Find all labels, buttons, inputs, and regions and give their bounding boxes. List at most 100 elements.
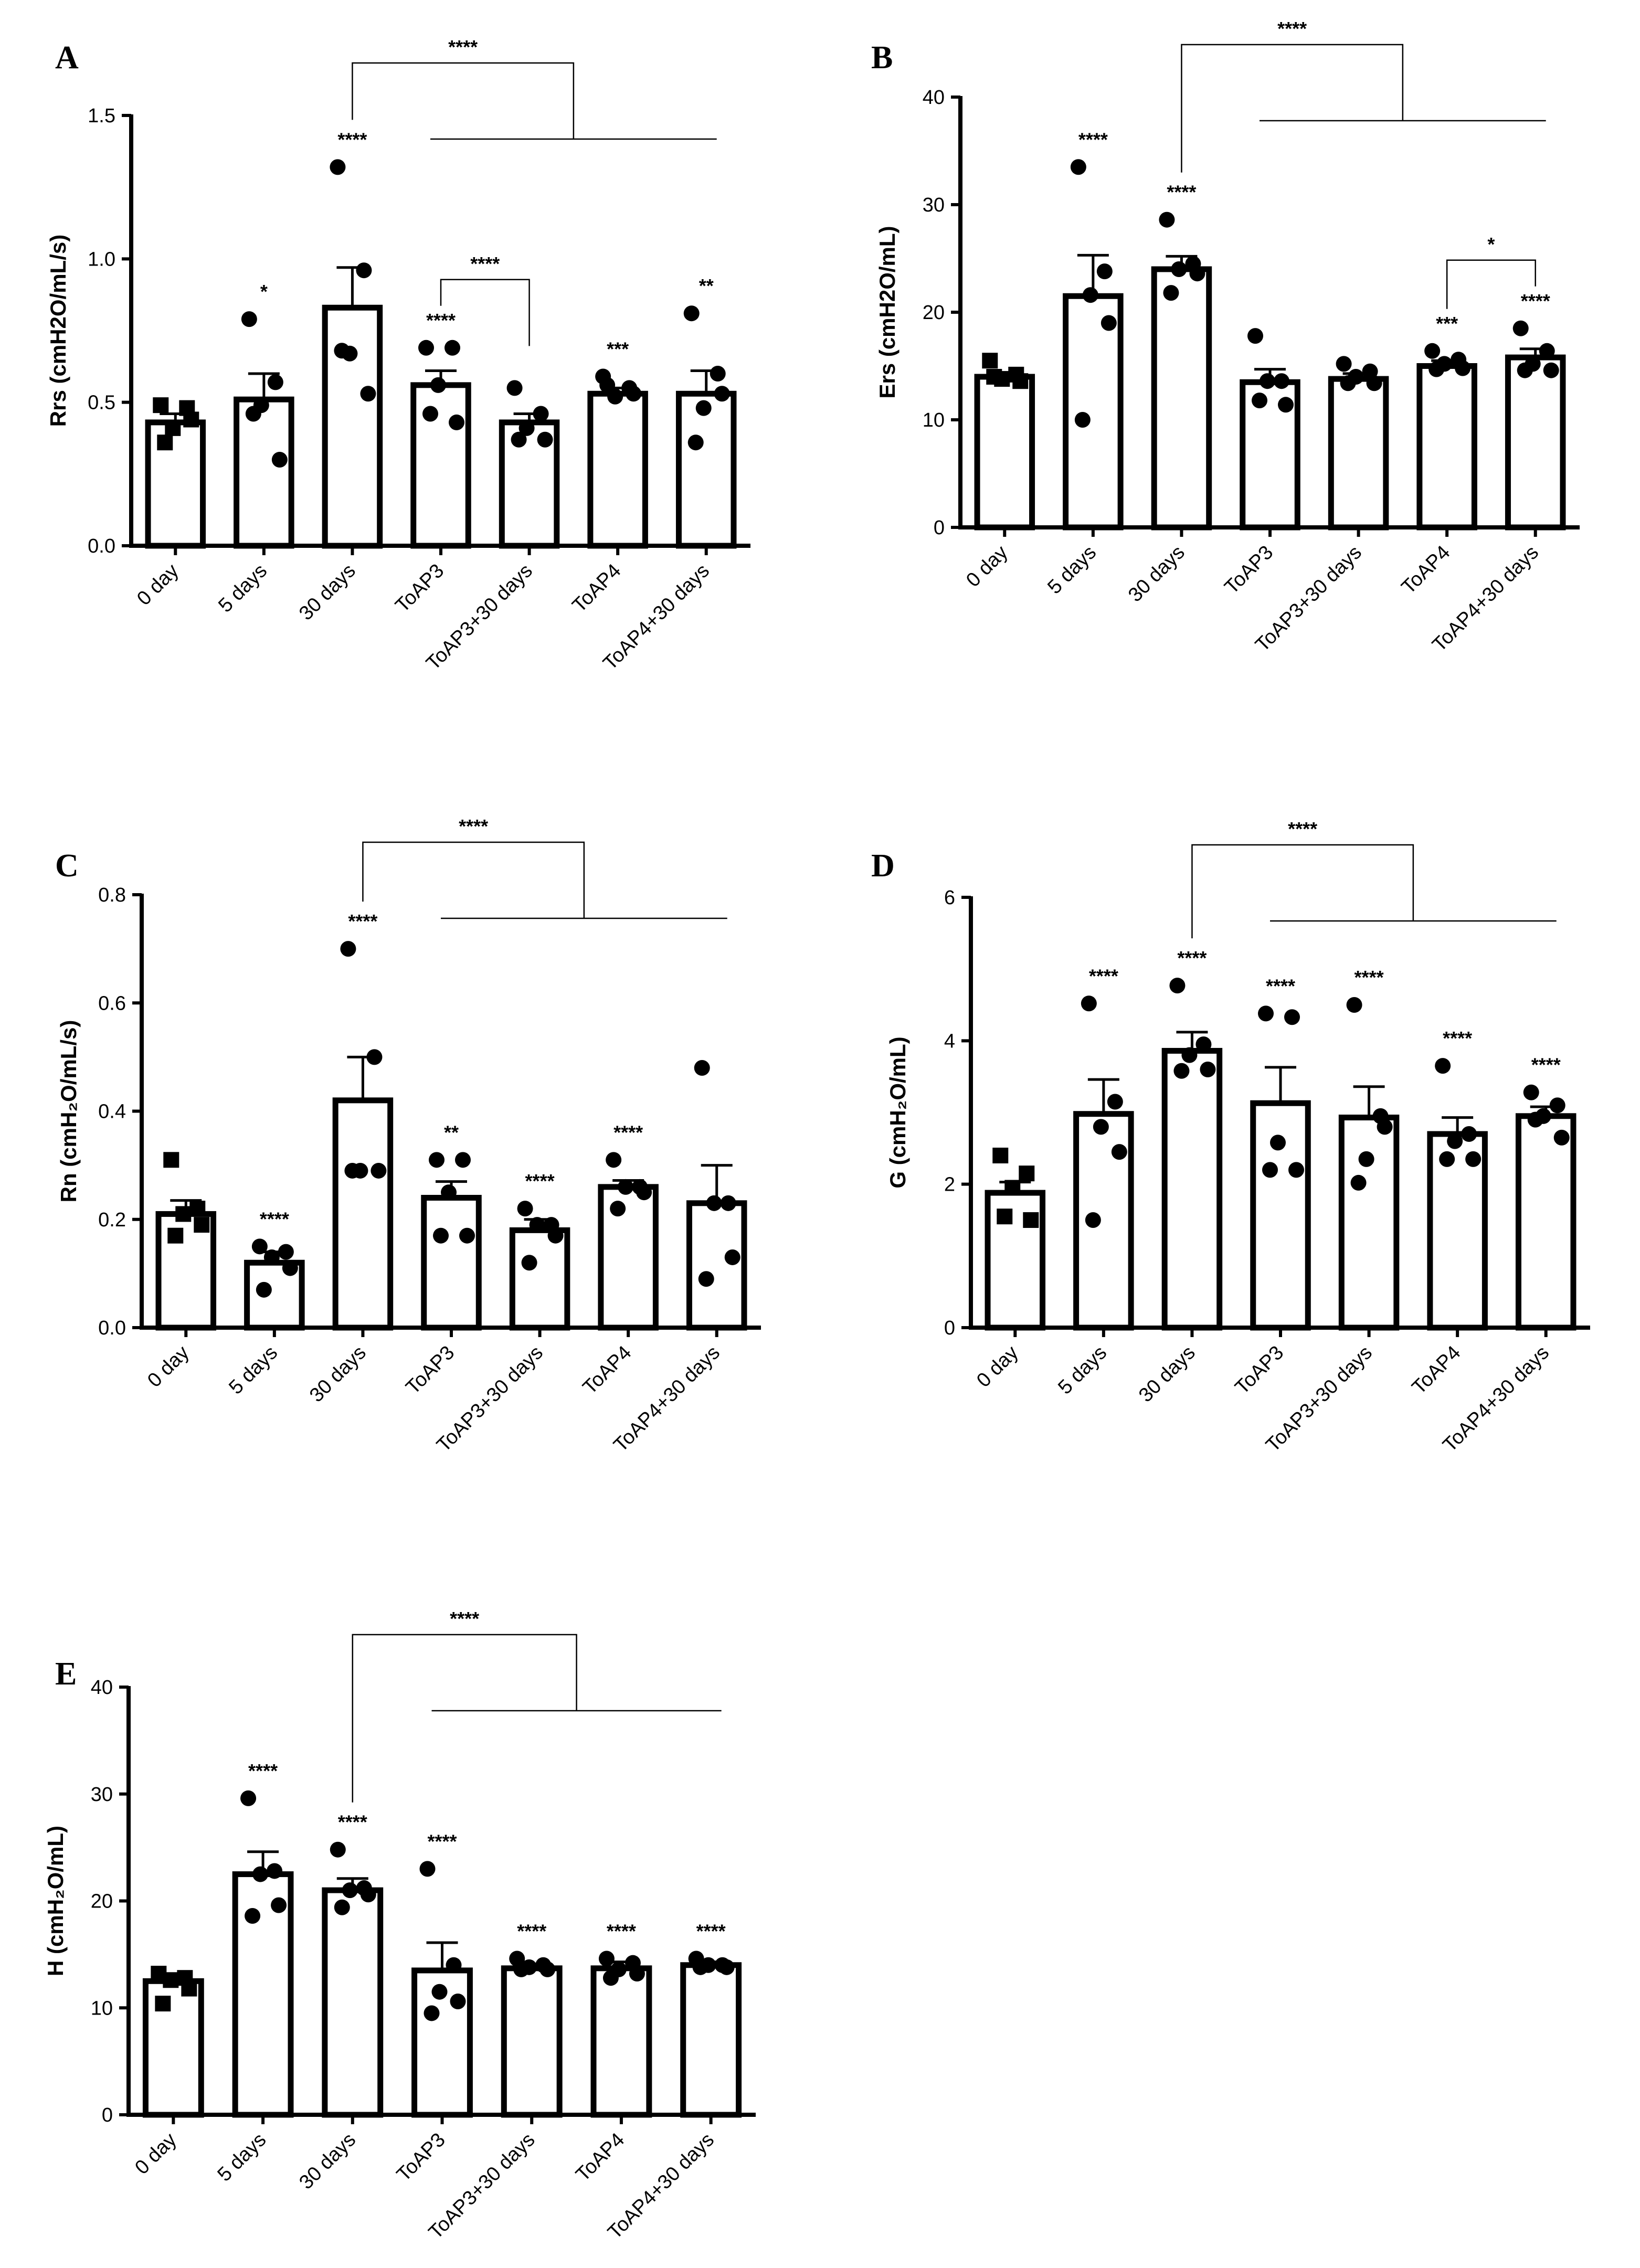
data-point	[1336, 356, 1352, 372]
data-point	[163, 1972, 179, 1988]
data-point	[419, 1861, 436, 1877]
bracket-label: ****	[1288, 818, 1317, 840]
bar	[1515, 1113, 1576, 1331]
data-point	[1173, 1063, 1190, 1079]
data-point	[1085, 1212, 1101, 1228]
data-point	[431, 1984, 448, 2000]
data-point	[1455, 360, 1471, 376]
significance-label: ****	[248, 1760, 278, 1782]
data-point	[429, 1152, 445, 1168]
data-point	[181, 1980, 197, 1997]
comparison-bracket	[440, 279, 530, 346]
data-point	[602, 1970, 619, 1986]
bar	[1505, 354, 1566, 531]
bar	[322, 1887, 384, 2118]
bar	[145, 419, 206, 549]
x-tick-label: ToAP3	[393, 2129, 450, 2186]
data-point	[1070, 159, 1086, 175]
x-tick-label: 30 days	[1135, 1342, 1200, 1407]
data-point	[1340, 375, 1356, 391]
bar	[1063, 293, 1124, 531]
comparison-bracket	[362, 841, 585, 918]
data-point	[360, 1887, 376, 1903]
y-tick-label: 20	[923, 302, 945, 324]
y-tick-label: 30	[91, 1784, 113, 1806]
data-point	[330, 1841, 346, 1858]
y-tick-label: 40	[923, 87, 945, 109]
data-point	[513, 1961, 530, 1977]
data-point	[1377, 1119, 1393, 1135]
data-point	[997, 1209, 1013, 1225]
data-point	[1258, 1005, 1274, 1022]
data-point	[194, 1217, 210, 1233]
x-tick-label: 5 days	[214, 560, 271, 617]
significance-label: ****	[525, 1170, 555, 1192]
data-point	[695, 400, 712, 416]
bar	[686, 1200, 747, 1331]
significance-label: ****	[348, 910, 377, 932]
data-point	[165, 420, 181, 436]
significance-label: ***	[607, 338, 629, 359]
data-point	[334, 343, 350, 359]
bracket-label: *	[1487, 234, 1495, 255]
data-point	[271, 452, 288, 468]
significance-label: ***	[1436, 313, 1458, 334]
y-tick-label: 1.0	[88, 248, 115, 270]
data-point	[539, 1961, 556, 1977]
data-point	[1004, 1180, 1021, 1196]
bracket-label: ****	[450, 1608, 479, 1629]
x-tick-label: 30 days	[295, 560, 360, 625]
data-point	[1523, 1084, 1539, 1100]
data-point	[599, 377, 616, 393]
y-axis-title: H (cmH₂O/mL)	[43, 1826, 68, 1976]
data-point	[455, 1152, 471, 1168]
data-point	[598, 1951, 615, 1967]
significance-label: ****	[517, 1921, 546, 1942]
data-point	[422, 406, 438, 422]
significance-label: **	[444, 1121, 459, 1143]
data-point	[986, 369, 1002, 385]
data-point	[344, 1162, 361, 1179]
data-point	[1358, 1151, 1374, 1167]
data-point	[155, 1996, 171, 2012]
bracket-label: ****	[448, 36, 478, 58]
x-tick-label: 5 days	[214, 2129, 271, 2186]
data-point	[687, 434, 704, 451]
data-point	[1163, 285, 1179, 301]
bracket-label: ****	[1277, 18, 1307, 39]
data-point	[607, 388, 623, 405]
data-point	[1284, 1009, 1300, 1025]
panel-letter: D	[871, 848, 895, 884]
y-tick-label: 0.5	[88, 392, 115, 414]
data-point	[1159, 211, 1175, 228]
bar	[501, 1965, 563, 2118]
y-tick-label: 0.2	[98, 1209, 126, 1231]
bar	[332, 1097, 394, 1331]
bar	[410, 382, 471, 549]
data-point	[366, 1049, 383, 1065]
y-tick-label: 0	[934, 517, 945, 539]
data-point	[241, 311, 257, 327]
panel-letter: E	[55, 1656, 77, 1692]
data-point	[698, 1271, 714, 1287]
significance-label: ****	[1521, 290, 1550, 312]
data-point	[267, 1863, 283, 1879]
data-point	[1093, 1119, 1109, 1135]
y-tick-label: 0	[944, 1317, 955, 1339]
data-point	[433, 1227, 449, 1244]
y-tick-label: 0.0	[88, 535, 115, 557]
data-point	[506, 380, 523, 396]
comparison-bracket	[352, 62, 575, 139]
data-point	[1435, 1058, 1451, 1074]
panel-D: D G (cmH₂O/mL) 0 2 4 6 0 day 5 days 30 days ToAP3…	[871, 818, 1590, 1456]
comparison-bracket	[352, 1634, 577, 1803]
data-point	[1465, 1151, 1482, 1167]
data-point	[1260, 373, 1275, 389]
data-point	[256, 1281, 272, 1298]
y-tick-label: 10	[91, 1997, 113, 2019]
data-point	[626, 386, 642, 402]
y-tick-label: 2	[944, 1174, 955, 1196]
significance-label: ****	[260, 1208, 289, 1230]
data-point	[1023, 1212, 1039, 1228]
data-point	[519, 420, 535, 436]
